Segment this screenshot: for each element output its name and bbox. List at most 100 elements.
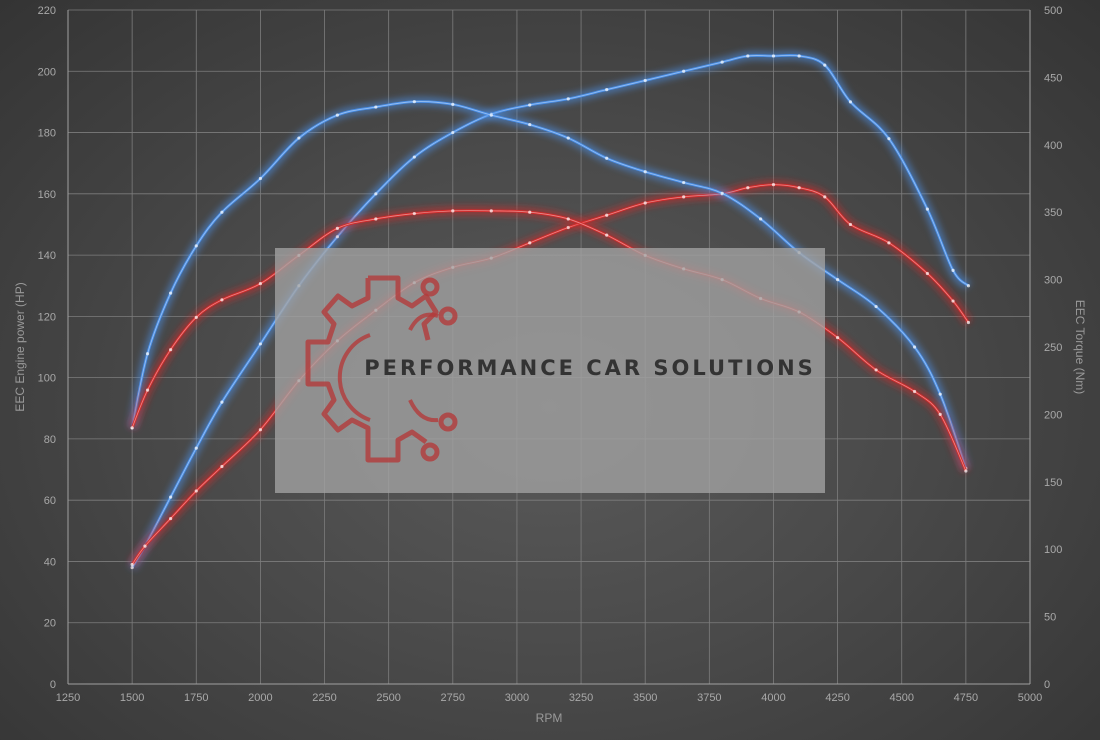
data-point: [130, 426, 134, 430]
data-point: [797, 54, 801, 58]
data-point: [966, 284, 971, 288]
data-point: [848, 222, 853, 227]
data-point: [823, 63, 827, 67]
data-point: [771, 54, 776, 58]
y-tick-label: 0: [50, 679, 56, 691]
data-point: [528, 210, 532, 214]
y2-tick-label: 500: [1044, 5, 1062, 17]
data-point: [451, 102, 455, 106]
data-point: [143, 544, 147, 548]
data-point: [605, 88, 609, 92]
x-tick-label: 5000: [1018, 692, 1042, 704]
data-point: [966, 320, 971, 325]
x-tick-label: 1750: [184, 692, 208, 704]
data-point: [912, 389, 917, 394]
data-point: [194, 244, 198, 248]
data-point: [130, 562, 134, 567]
data-point: [145, 352, 150, 356]
data-point: [194, 315, 198, 319]
series-0: [128, 50, 972, 570]
data-point: [759, 217, 763, 221]
data-point: [220, 400, 224, 404]
y-tick-label: 100: [38, 373, 56, 385]
x-tick-label: 1500: [120, 692, 144, 704]
data-point: [887, 137, 891, 141]
data-point: [528, 241, 532, 245]
data-point: [194, 446, 198, 450]
grid: [67, 9, 1031, 685]
data-point: [938, 412, 942, 416]
y-tick-label: 200: [38, 66, 56, 78]
y2-axis-title: EEC Torque (Nm): [1073, 300, 1087, 394]
data-point: [771, 183, 776, 187]
data-point: [925, 207, 929, 211]
data-point: [297, 136, 301, 140]
data-point: [220, 464, 224, 469]
data-point: [605, 233, 609, 237]
y-tick-label: 60: [44, 495, 56, 507]
data-point: [836, 278, 840, 282]
data-point: [258, 176, 262, 181]
series-2: [127, 97, 971, 470]
y2-tick-label: 250: [1044, 342, 1062, 354]
gear-circuit-logo-icon: [305, 275, 458, 463]
data-point: [412, 155, 416, 159]
axes: 1250 1500 1750 2000 2250 2500 2750 3000 3250 3500…: [13, 5, 1087, 725]
data-point: [374, 217, 378, 221]
data-point: [938, 392, 942, 396]
y2-tick-label: 100: [1044, 544, 1062, 556]
y-tick-label: 20: [44, 618, 56, 630]
x-tick-label: 2750: [441, 692, 465, 704]
data-point: [720, 191, 724, 195]
data-point: [746, 186, 750, 190]
y2-tick-label: 50: [1044, 612, 1056, 624]
y2-tick-label: 400: [1044, 140, 1062, 152]
watermark-text: PERFORMANCE CAR SOLUTIONS: [364, 356, 816, 380]
data-point: [258, 282, 262, 286]
x-tick-label: 4750: [954, 692, 978, 704]
data-point: [258, 342, 262, 346]
data-point: [335, 113, 339, 117]
data-point: [566, 97, 570, 101]
y-tick-label: 80: [44, 434, 56, 446]
x-tick-label: 1250: [56, 692, 80, 704]
x-tick-label: 4500: [889, 692, 913, 704]
data-point: [374, 192, 378, 196]
y-tick-label: 180: [38, 128, 56, 140]
y2-tick-label: 300: [1044, 275, 1062, 287]
data-point: [643, 170, 647, 174]
data-point: [964, 469, 968, 473]
data-point: [145, 388, 150, 392]
x-tick-label: 2500: [376, 692, 400, 704]
data-point: [887, 241, 891, 245]
data-point: [643, 78, 647, 83]
data-point: [605, 213, 609, 217]
data-point: [797, 186, 801, 190]
data-point: [169, 516, 173, 521]
x-tick-label: 3750: [697, 692, 721, 704]
x-tick-label: 2250: [312, 692, 336, 704]
y2-tick-label: 0: [1044, 679, 1050, 691]
y-tick-label: 160: [38, 189, 56, 201]
data-point: [874, 304, 878, 309]
data-point: [412, 211, 416, 216]
x-tick-label: 3000: [505, 692, 529, 704]
series-layer: [127, 50, 973, 570]
y-tick-label: 120: [38, 311, 56, 323]
data-point: [566, 136, 570, 140]
data-point: [220, 210, 224, 214]
data-point: [130, 565, 134, 570]
x-tick-label: 3250: [569, 692, 593, 704]
data-point: [682, 180, 686, 185]
data-point: [566, 217, 570, 221]
data-point: [374, 105, 378, 109]
data-point: [836, 335, 840, 340]
data-point: [746, 54, 750, 58]
y2-tick-label: 150: [1044, 477, 1062, 489]
y-tick-label: 140: [38, 250, 56, 262]
data-point: [912, 345, 917, 349]
data-point: [643, 201, 647, 205]
data-point: [925, 271, 929, 276]
